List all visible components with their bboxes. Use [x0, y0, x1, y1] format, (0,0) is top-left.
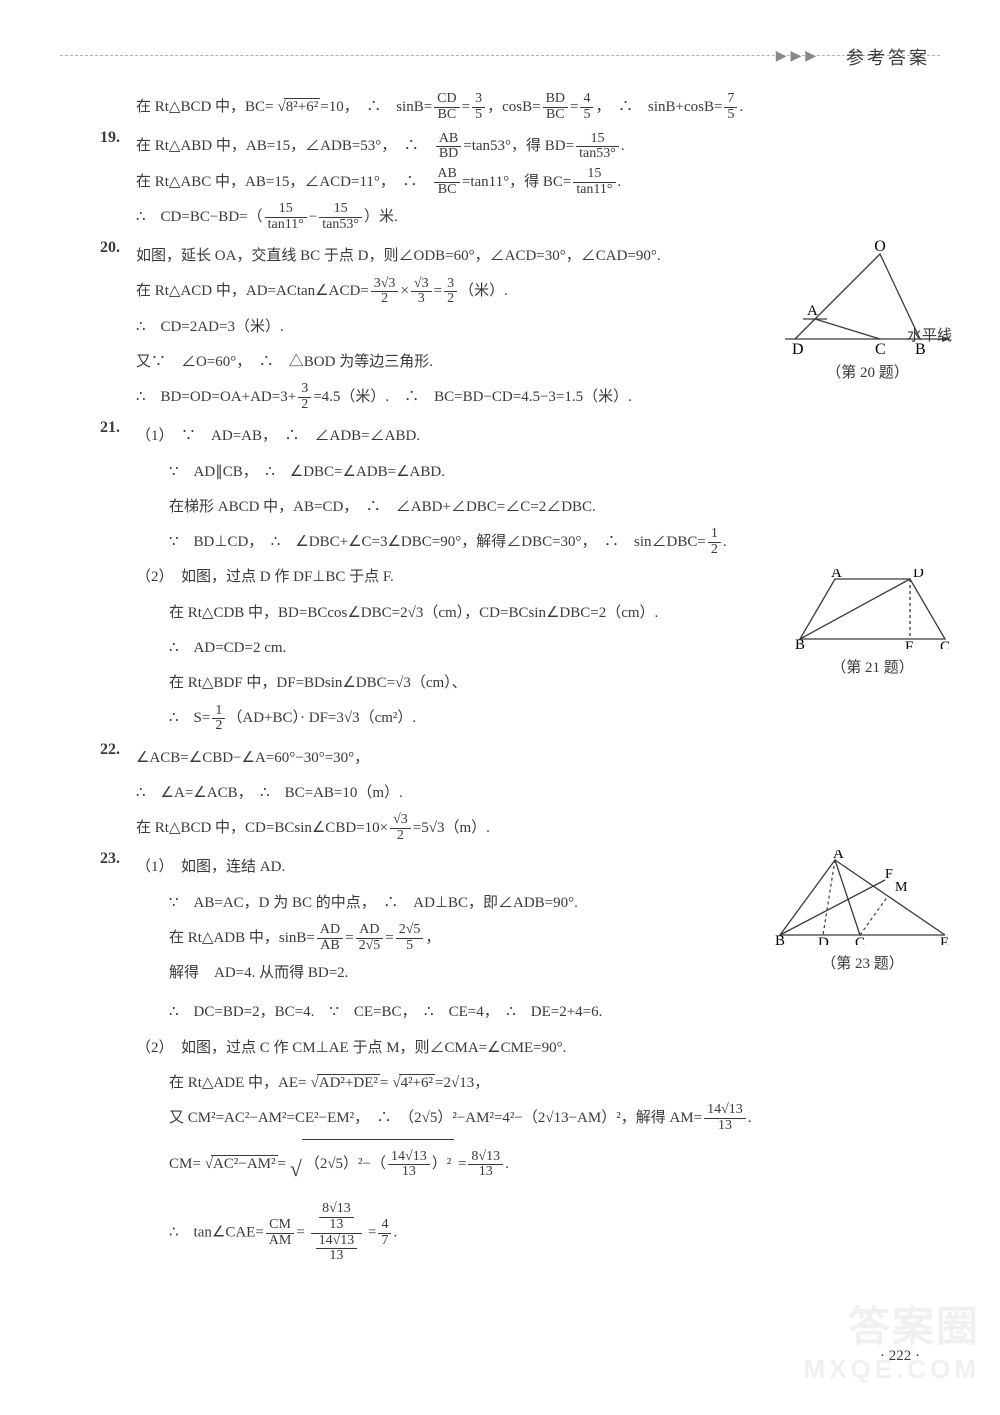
problem-21: 21. （1） ∵ AD=AB， ∴ ∠ADB=∠ABD. ∵ AD∥CB， ∴… — [100, 419, 940, 736]
p21-l1: （1） ∵ AD=AB， ∴ ∠ADB=∠ABD. — [136, 419, 770, 454]
svg-text:B: B — [775, 933, 785, 945]
p21-l4: ∵ BD⊥CD， ∴ ∠DBC+∠C=3∠DBC=90°，解得∠DBC=30°，… — [136, 525, 770, 560]
problem-20: 20. 如图，延长 OA，交直线 BC 于点 D，则∠ODB=60°，∠ACD=… — [100, 239, 940, 415]
p23-l10: ∴ tan∠CAE=CMAM= 8√1313 14√1313 =47. — [136, 1202, 940, 1264]
problem-23-num: 23. — [100, 850, 136, 991]
svg-text:E: E — [940, 935, 949, 945]
header-title: 参考答案 — [846, 44, 930, 70]
problem-21-num: 21. — [100, 419, 136, 736]
p19-l3: ∴ CD=BC−BD=（15tan11°−15tan53°）米. — [136, 200, 940, 235]
watermark: 答案圈 MXQE.COM — [804, 1293, 980, 1385]
p20-l3: ∴ CD=2AD=3（米）. — [136, 310, 770, 345]
fig21-caption: （第 21 题） — [795, 656, 950, 677]
p21-l5: （2） 如图，过点 D 作 DF⊥BC 于点 F. — [136, 560, 770, 595]
p19-l1: 在 Rt△ABD 中，AB=15，∠ADB=53°， ∴ ABBD=tan53°… — [136, 129, 940, 164]
svg-text:A: A — [831, 569, 842, 581]
fig23-caption: （第 23 题） — [775, 952, 950, 973]
svg-text:D: D — [792, 341, 804, 354]
p18-line1: 在 Rt△BCD 中，BC=8²+6²=10， ∴ sinB=CDBC=35，c… — [136, 90, 940, 125]
svg-text:D: D — [818, 935, 829, 945]
svg-text:F: F — [885, 867, 893, 882]
problem-19-num: 19. — [100, 129, 136, 235]
svg-text:C: C — [940, 639, 950, 649]
figure-20: O A D C B 水平线 （第 20 题） — [785, 239, 950, 382]
problem-23: 23. （1） 如图，连结 AD. ∵ AB=AC，D 为 BC 的中点， ∴ … — [100, 850, 940, 991]
p23-l2: ∵ AB=AC，D 为 BC 的中点， ∴ AD⊥BC，即∠ADB=90°. — [136, 886, 760, 921]
p20-l4: 又∵ ∠O=60°， ∴ △BOD 为等边三角形. — [136, 345, 770, 380]
p23-l6: （2） 如图，过点 C 作 CM⊥AE 于点 M，则∠CMA=∠CME=90°. — [136, 1031, 940, 1066]
svg-text:M: M — [895, 880, 908, 895]
fig20-horizon-label: 水平线 — [907, 324, 952, 345]
svg-text:A: A — [833, 850, 844, 862]
svg-text:C: C — [875, 341, 886, 354]
problem-23-cont: ∴ DC=BD=2，BC=4. ∵ CE=BC， ∴ CE=4， ∴ DE=2+… — [100, 995, 940, 1264]
p23-l5: ∴ DC=BD=2，BC=4. ∵ CE=BC， ∴ CE=4， ∴ DE=2+… — [136, 995, 940, 1030]
problem-20-num: 20. — [100, 239, 136, 415]
p23-l1: （1） 如图，连结 AD. — [136, 850, 760, 885]
figure-21: A D B F C （第 21 题） — [795, 569, 950, 677]
p21-l8: 在 Rt△BDF 中，DF=BDsin∠DBC=√3（cm）、 — [136, 666, 770, 701]
problem-22: 22. ∠ACB=∠CBD−∠A=60°−30°=30°， ∴ ∠A=∠ACB，… — [100, 741, 940, 847]
p20-l5: ∴ BD=OD=OA+AD=3+32=4.5（米）. ∴ BC=BD−CD=4.… — [136, 380, 770, 415]
p19-l2: 在 Rt△ABC 中，AB=15，∠ACD=11°， ∴ ABBC=tan11°… — [136, 165, 940, 200]
svg-text:F: F — [905, 639, 913, 649]
problem-22-num: 22. — [100, 741, 136, 847]
p22-l3: 在 Rt△BCD 中，CD=BCsin∠CBD=10×√32=5√3（m）. — [136, 811, 940, 846]
svg-text:D: D — [913, 569, 924, 581]
header-arrows: ▶▶▶ — [776, 48, 820, 65]
figure-23: A F M B D C E （第 23 题） — [775, 850, 950, 973]
svg-text:O: O — [874, 239, 886, 255]
p23-l9: CM=AC²−AM²= √ （2√5）²−（14√1313）² =8√1313. — [136, 1136, 940, 1202]
p21-l7: ∴ AD=CD=2 cm. — [136, 631, 770, 666]
svg-text:A: A — [807, 303, 818, 319]
p23-l7: 在 Rt△ADE 中，AE=AD²+DE²=4²+6²=2√13， — [136, 1066, 940, 1101]
p21-l6: 在 Rt△CDB 中，BD=BCcos∠DBC=2√3（cm），CD=BCsin… — [136, 596, 770, 631]
problem-19: 19. 在 Rt△ABD 中，AB=15，∠ADB=53°， ∴ ABBD=ta… — [100, 129, 940, 235]
p23-l4: 解得 AD=4. 从而得 BD=2. — [136, 956, 760, 991]
p22-l2: ∴ ∠A=∠ACB， ∴ BC=AB=10（m）. — [136, 776, 940, 811]
problem-18-cont: 在 Rt△BCD 中，BC=8²+6²=10， ∴ sinB=CDBC=35，c… — [100, 90, 940, 125]
p21-l3: 在梯形 ABCD 中，AB=CD， ∴ ∠ABD+∠DBC=∠C=2∠DBC. — [136, 490, 770, 525]
fig20-caption: （第 20 题） — [785, 361, 950, 382]
p23-l3: 在 Rt△ADB 中，sinB=ADAB=AD2√5=2√55， — [136, 921, 760, 956]
p22-l1: ∠ACB=∠CBD−∠A=60°−30°=30°， — [136, 741, 940, 776]
p21-l9: ∴ S=12（AD+BC）· DF=3√3（cm²）. — [136, 701, 770, 736]
p21-l2: ∵ AD∥CB， ∴ ∠DBC=∠ADB=∠ABD. — [136, 455, 770, 490]
p20-l2: 在 Rt△ACD 中，AD=ACtan∠ACD=3√32×√33=32（米）. — [136, 274, 770, 309]
p23-l8: 又 CM²=AC²−AM²=CE²−EM²， ∴ （2√5）²−AM²=4²−（… — [136, 1101, 940, 1136]
content-body: 在 Rt△BCD 中，BC=8²+6²=10， ∴ sinB=CDBC=35，c… — [100, 90, 940, 1264]
svg-text:B: B — [795, 637, 805, 649]
p20-l1: 如图，延长 OA，交直线 BC 于点 D，则∠ODB=60°，∠ACD=30°，… — [136, 239, 770, 274]
svg-text:C: C — [855, 935, 865, 945]
